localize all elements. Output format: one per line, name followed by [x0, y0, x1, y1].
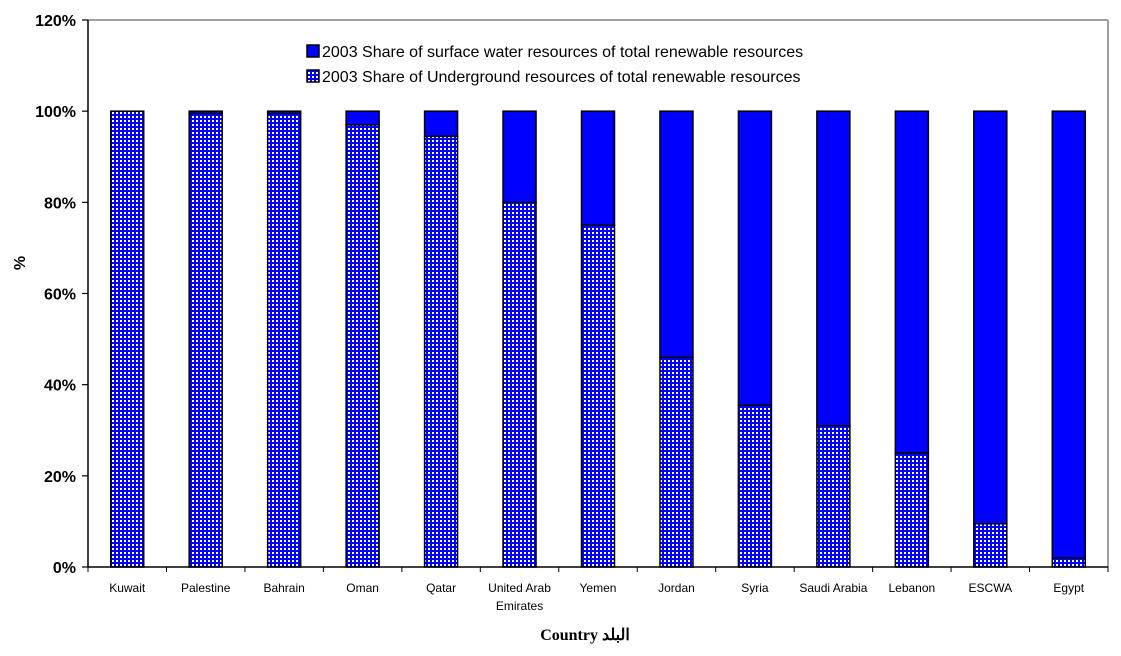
bar-surface: [659, 110, 694, 359]
x-category-label: Bahrain: [263, 581, 304, 595]
bar-surface: [502, 110, 537, 204]
bar-underground: [894, 452, 930, 568]
bar-underground: [580, 224, 616, 568]
bar-surface: [188, 110, 223, 115]
bar-underground: [188, 112, 223, 568]
x-category-label: Lebanon: [888, 581, 935, 595]
y-tick-label: 20%: [44, 469, 76, 486]
legend-swatch: [306, 44, 320, 58]
y-axis-title: %: [12, 256, 29, 270]
bar-surface: [266, 110, 302, 115]
y-tick-label: 0%: [53, 560, 76, 577]
x-category-label: United Arab: [488, 581, 551, 595]
x-axis-title: Country البلد: [540, 627, 630, 644]
x-category-label: Palestine: [181, 581, 231, 595]
legend-label: 2003 Share of surface water resources of…: [322, 44, 803, 61]
bar-surface: [894, 110, 930, 454]
x-category-label: Emirates: [496, 599, 543, 613]
bar-surface: [1051, 110, 1087, 559]
bar-underground: [109, 110, 145, 568]
bar-surface: [580, 110, 616, 226]
x-category-label: Syria: [741, 581, 769, 595]
x-category-label: Qatar: [426, 581, 456, 595]
x-category-label: Saudi Arabia: [799, 581, 867, 595]
bar-surface: [423, 110, 459, 137]
y-tick-label: 120%: [35, 13, 76, 30]
bar-underground: [423, 135, 459, 568]
x-category-label: Oman: [346, 581, 379, 595]
y-tick-label: 40%: [44, 378, 76, 395]
bar-surface: [973, 110, 1008, 525]
bar-underground: [345, 124, 380, 568]
y-tick-label: 100%: [35, 104, 76, 121]
y-tick-label: 80%: [44, 195, 76, 212]
bar-underground: [973, 522, 1008, 568]
legend-label: 2003 Share of Underground resources of t…: [322, 69, 801, 86]
bar-underground: [737, 404, 773, 568]
x-category-label: Egypt: [1053, 581, 1084, 595]
bar-underground: [1051, 557, 1087, 568]
x-category-label: Jordan: [658, 581, 695, 595]
bar-surface: [345, 110, 380, 126]
legend-swatch: [306, 69, 320, 83]
bar-surface: [816, 110, 851, 427]
x-category-label: Kuwait: [109, 581, 146, 595]
bar-underground: [266, 112, 302, 568]
x-category-label: ESCWA: [969, 581, 1013, 595]
bar-surface: [737, 110, 773, 406]
bar-underground: [659, 356, 694, 568]
bar-underground: [502, 201, 537, 568]
bar-underground: [816, 424, 851, 568]
x-category-label: Yemen: [580, 581, 617, 595]
y-tick-label: 60%: [44, 287, 76, 304]
